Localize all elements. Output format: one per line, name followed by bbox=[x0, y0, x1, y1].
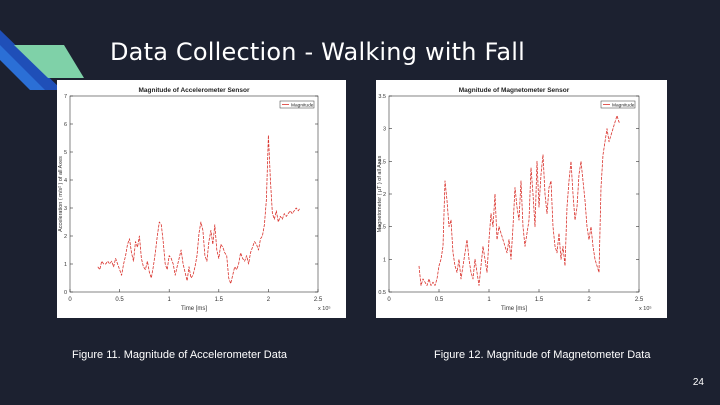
accent-stripe-mid bbox=[0, 45, 45, 90]
y-tick-label: 3.5 bbox=[378, 94, 386, 100]
legend-box bbox=[279, 100, 315, 109]
x-tick-label: 1.5 bbox=[535, 297, 544, 303]
x-tick-label: 2.5 bbox=[314, 297, 323, 303]
y-axis-label: Acceleration ( m/s² ) of all Axes bbox=[58, 156, 64, 232]
corner-accent-graphic bbox=[0, 30, 84, 90]
y-tick-label: 1 bbox=[383, 257, 386, 263]
accelerometer-chart-panel: 0 0.5 1 1.5 2 2.5 0 1 2 3 4 5 6 7 Magnitude of Acceler… bbox=[57, 80, 346, 318]
x-tick-label: 0 bbox=[68, 297, 72, 303]
y-tick-label: 2.5 bbox=[378, 159, 386, 165]
x-tick-label: 1 bbox=[168, 297, 172, 303]
plot-area bbox=[388, 95, 640, 293]
y-axis-label: Magnetometer ( μT ) of all Axes bbox=[377, 155, 383, 232]
x-tick-label: 2.5 bbox=[635, 297, 644, 303]
y-tick-label: 3 bbox=[64, 206, 67, 212]
series-line-magnitude bbox=[97, 134, 301, 285]
y-tick-label: 0.5 bbox=[378, 290, 386, 296]
legend-entry: Magnitude bbox=[612, 102, 635, 108]
x-axis-multiplier: x 10⁵ bbox=[639, 305, 652, 312]
x-axis-multiplier: x 10⁵ bbox=[318, 305, 331, 312]
series-line-magnitude bbox=[418, 115, 621, 286]
accelerometer-chart: 0 0.5 1 1.5 2 2.5 0 1 2 3 4 5 6 7 Magnitude of Acceler… bbox=[58, 87, 331, 312]
x-tick-label: 1 bbox=[487, 297, 491, 303]
chart-title: Magnitude of Accelerometer Sensor bbox=[138, 87, 249, 94]
y-tick-label: 4 bbox=[64, 178, 67, 184]
x-tick-label: 2 bbox=[267, 297, 271, 303]
y-tick-label: 0 bbox=[64, 290, 67, 296]
chart-title: Magnitude of Magnetometer Sensor bbox=[459, 87, 570, 94]
y-tick-label: 2 bbox=[64, 234, 67, 240]
accent-stripe-light bbox=[14, 45, 84, 78]
y-tick-label: 1.5 bbox=[378, 225, 386, 231]
x-tick-label: 2 bbox=[587, 297, 591, 303]
y-tick-label: 2 bbox=[383, 192, 386, 198]
x-axis-label: Time [ms] bbox=[501, 306, 527, 312]
legend-entry: Magnitude bbox=[291, 102, 314, 108]
x-tick-label: 0.5 bbox=[435, 297, 444, 303]
x-axis-label: Time [ms] bbox=[181, 306, 207, 312]
x-tick-label: 0 bbox=[387, 297, 391, 303]
y-tick-label: 3 bbox=[383, 127, 386, 133]
y-tick-label: 5 bbox=[64, 150, 67, 156]
legend-box bbox=[600, 100, 636, 109]
y-tick-label: 1 bbox=[64, 262, 67, 268]
y-tick-label: 6 bbox=[64, 122, 67, 128]
figure-12-caption: Figure 12. Magnitude of Magnetometer Dat… bbox=[434, 349, 651, 361]
page-number: 24 bbox=[692, 377, 704, 388]
x-tick-label: 0.5 bbox=[115, 297, 124, 303]
figure-11-caption: Figure 11. Magnitude of Accelerometer Da… bbox=[72, 349, 288, 361]
y-tick-label: 7 bbox=[64, 94, 67, 100]
x-tick-label: 1.5 bbox=[215, 297, 224, 303]
slide-title: Data Collection - Walking with Fall bbox=[110, 38, 525, 66]
magnetometer-chart-panel: 0 0.5 1 1.5 2 2.5 0.5 1 1.5 2 2.5 3 3.5 Magnitude of … bbox=[376, 80, 667, 318]
plot-area bbox=[69, 95, 319, 293]
